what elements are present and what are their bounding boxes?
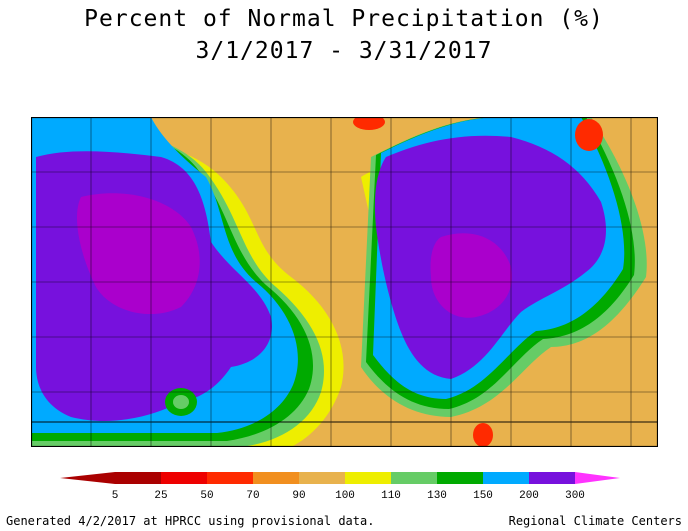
legend-arrow-left	[60, 472, 115, 484]
legend-arrow-right	[575, 472, 620, 484]
red-spot-south	[473, 423, 493, 447]
legend-label-110: 110	[381, 490, 401, 502]
precipitation-map	[31, 117, 658, 447]
red-spot-north	[353, 117, 385, 130]
color-legend: 5 25 50 70 90 100 110 130 150 200 300	[60, 472, 620, 502]
footer-generated: Generated 4/2/2017 at HPRCC using provis…	[6, 514, 375, 528]
footer-credit: Regional Climate Centers	[508, 514, 682, 528]
map-title: Percent of Normal Precipitation (%)	[84, 6, 604, 32]
legend-label-50: 50	[200, 490, 213, 502]
legend-label-70: 70	[246, 490, 259, 502]
legend-label-25: 25	[154, 490, 167, 502]
map-subtitle: 3/1/2017 - 3/31/2017	[195, 38, 493, 64]
legend-label-150: 150	[473, 490, 493, 502]
legend-label-100: 100	[335, 490, 355, 502]
legend-label-90: 90	[292, 490, 305, 502]
legend-label-5: 5	[112, 490, 119, 502]
legend-label-200: 200	[519, 490, 539, 502]
county-grid	[31, 117, 658, 447]
purple-region-west	[76, 193, 200, 315]
legend-label-300: 300	[565, 490, 585, 502]
red-spot-northeast	[575, 119, 603, 151]
legend-label-130: 130	[427, 490, 447, 502]
